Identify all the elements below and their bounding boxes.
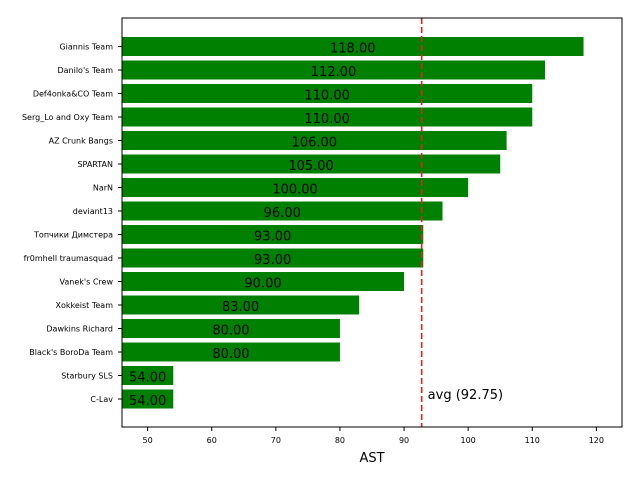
bars-layer bbox=[122, 37, 584, 409]
y-tick-label: Danilo's Team bbox=[57, 66, 113, 75]
y-tick-label: Def4onka&CO Team bbox=[33, 90, 113, 99]
y-tick-label: SPARTAN bbox=[77, 160, 113, 169]
bar bbox=[122, 60, 546, 80]
x-tick-label: 90 bbox=[399, 436, 409, 445]
bar bbox=[122, 84, 533, 103]
bar-value-label: 93.00 bbox=[254, 253, 291, 268]
y-tick-label: C-Lav bbox=[90, 395, 113, 404]
bar-value-label: 110.00 bbox=[304, 89, 350, 104]
y-axis-ticks: Giannis Team Danilo's Team Def4onka&CO Tea… bbox=[22, 43, 122, 404]
y-tick-label: fr0mhell traumasquad bbox=[24, 254, 113, 263]
bar bbox=[122, 225, 424, 244]
y-tick-label: Xokkeist Team bbox=[56, 301, 114, 310]
bar-value-label: 54.00 bbox=[129, 371, 166, 386]
bar-value-label: 83.00 bbox=[222, 300, 259, 315]
bar-value-label: 54.00 bbox=[129, 394, 166, 409]
bar bbox=[122, 272, 405, 291]
x-tick-label: 50 bbox=[143, 436, 153, 445]
plot-frame bbox=[121, 17, 623, 428]
y-tick-label: Топчики Димстера bbox=[33, 231, 113, 240]
average-label: avg (92.75) bbox=[428, 388, 503, 403]
bar bbox=[122, 342, 340, 362]
x-axis-ticks: 50 60 70 80 90 100 110 120 bbox=[143, 427, 604, 445]
x-tick-label: 70 bbox=[271, 436, 281, 445]
bar-value-label: 90.00 bbox=[244, 277, 281, 292]
bar-value-label: 80.00 bbox=[212, 324, 249, 339]
bar bbox=[122, 248, 424, 268]
y-tick-label: Dawkins Richard bbox=[46, 325, 113, 334]
bar bbox=[122, 178, 469, 197]
bar-value-label: 100.00 bbox=[272, 183, 318, 198]
bar bbox=[122, 107, 533, 127]
bar bbox=[122, 37, 584, 56]
y-tick-label: NarN bbox=[93, 184, 113, 193]
bar bbox=[122, 201, 443, 221]
bar-value-label: 93.00 bbox=[254, 230, 291, 245]
x-axis-label: AST bbox=[359, 451, 384, 466]
bar-value-label: 110.00 bbox=[304, 112, 350, 127]
y-tick-label: Vanek's Crew bbox=[60, 278, 114, 287]
bar-value-label: 112.00 bbox=[311, 65, 357, 80]
y-tick-label: Starbury SLS bbox=[61, 372, 113, 381]
y-tick-label: Giannis Team bbox=[59, 43, 113, 52]
bar-value-label: 105.00 bbox=[288, 159, 334, 174]
x-tick-label: 120 bbox=[589, 436, 604, 445]
value-labels-layer: 118.00 112.00 110.00 110.00 106.00 105.00 100.… bbox=[129, 42, 375, 410]
bar bbox=[122, 366, 174, 385]
x-tick-label: 60 bbox=[207, 436, 217, 445]
bar bbox=[122, 319, 340, 338]
bar-value-label: 118.00 bbox=[330, 42, 376, 57]
y-tick-label: Serg_Lo and Oxy Team bbox=[22, 113, 113, 122]
bar-value-label: 80.00 bbox=[212, 347, 249, 362]
y-tick-label: Black's BoroDa Team bbox=[29, 348, 113, 357]
x-tick-label: 80 bbox=[335, 436, 345, 445]
bar bbox=[122, 154, 501, 174]
bar bbox=[122, 389, 174, 409]
x-tick-label: 100 bbox=[461, 436, 476, 445]
bar bbox=[122, 295, 360, 315]
bar-value-label: 96.00 bbox=[264, 206, 301, 221]
x-tick-label: 110 bbox=[525, 436, 540, 445]
bar-value-label: 106.00 bbox=[292, 136, 338, 151]
y-tick-label: deviant13 bbox=[73, 207, 113, 216]
y-tick-label: AZ Crunk Bangs bbox=[49, 137, 113, 146]
bar bbox=[122, 131, 507, 150]
reference-line-layer: avg (92.75) bbox=[420, 18, 503, 427]
